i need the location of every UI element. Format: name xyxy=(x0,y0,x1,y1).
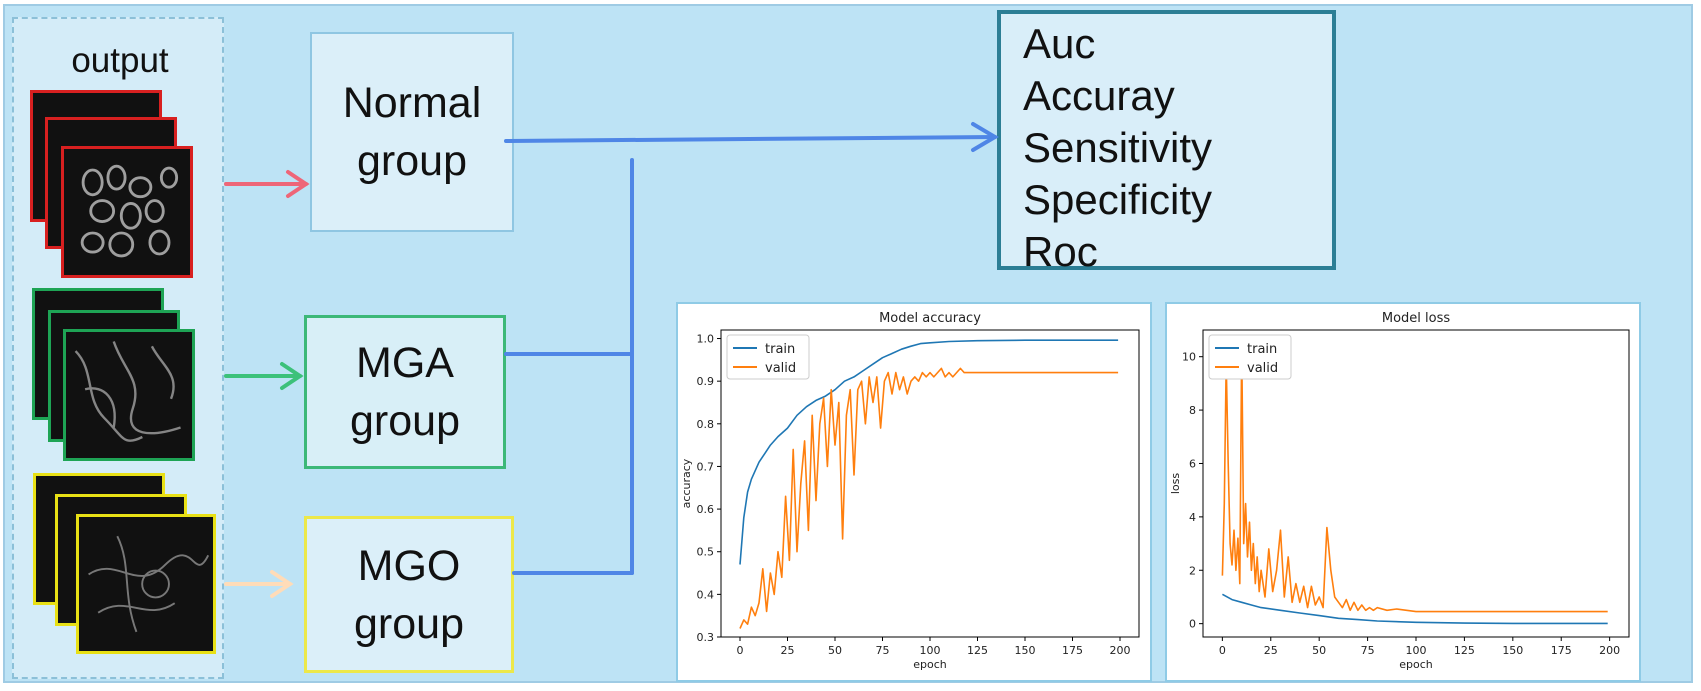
x-tick-label: 150 xyxy=(1502,644,1523,657)
x-tick-label: 25 xyxy=(1264,644,1278,657)
y-tick-label: 6 xyxy=(1189,457,1196,470)
mgo-group-line1: MGO xyxy=(357,541,461,590)
metrics-box: Auc Accuray Sensitivity Specificity Roc xyxy=(997,10,1336,275)
normal-arrow xyxy=(224,170,310,198)
normal-group-box: Normal group xyxy=(310,32,514,232)
output-label: output xyxy=(71,41,169,80)
mga-group-line1: MGA xyxy=(356,339,454,387)
mga-image xyxy=(63,329,195,461)
y-tick-label: 0.5 xyxy=(697,546,715,559)
y-tick-label: 0.6 xyxy=(697,503,715,516)
metric-roc: Roc xyxy=(1023,228,1098,275)
series-line-valid xyxy=(1221,342,1608,613)
x-tick-label: 0 xyxy=(737,644,744,657)
y-tick-label: 0.8 xyxy=(697,418,715,431)
metric-specificity: Specificity xyxy=(1023,176,1213,223)
x-tick-label: 200 xyxy=(1599,644,1620,657)
y-tick-label: 10 xyxy=(1182,351,1196,364)
mgo-image xyxy=(76,514,216,654)
x-tick-label: 125 xyxy=(1454,644,1475,657)
accuracy-chart-panel: Model accuracy 0 25 50 75 100 125 150 175 200 0.3 0… xyxy=(676,302,1152,682)
y-axis-label: accuracy xyxy=(680,458,693,508)
x-tick-label: 50 xyxy=(1312,644,1326,657)
y-tick-label: 8 xyxy=(1189,404,1196,417)
y-tick-label: 0.9 xyxy=(697,375,715,388)
loss-chart: Model loss 0 25 50 75 100 125 150 175 200 0 2 4 6 8 10 e… xyxy=(1169,311,1630,671)
x-tick-label: 75 xyxy=(1361,644,1375,657)
x-axis-label: epoch xyxy=(913,658,947,671)
mgo-group-box: MGO group xyxy=(304,516,514,673)
x-tick-label: 100 xyxy=(920,644,941,657)
y-tick-label: 0 xyxy=(1189,618,1196,631)
mga-arrow xyxy=(224,362,304,390)
x-tick-label: 75 xyxy=(876,644,890,657)
loss-chart-panel: Model loss 0 25 50 75 100 125 150 175 200 0 2 4 6 8 10 e… xyxy=(1165,302,1641,682)
chart-title: Model accuracy xyxy=(879,311,981,326)
legend-label: train xyxy=(1247,342,1277,357)
series-line-valid xyxy=(739,367,1119,629)
y-tick-label: 4 xyxy=(1189,511,1196,524)
x-tick-label: 125 xyxy=(967,644,988,657)
y-tick-label: 2 xyxy=(1189,564,1196,577)
x-tick-label: 0 xyxy=(1219,644,1226,657)
y-axis-label: loss xyxy=(1169,473,1182,495)
x-tick-label: 50 xyxy=(828,644,842,657)
x-tick-label: 150 xyxy=(1015,644,1036,657)
y-tick-label: 0.7 xyxy=(697,460,715,473)
normal-group-line1: Normal xyxy=(342,79,482,127)
connector-lines xyxy=(504,158,634,575)
y-tick-label: 0.3 xyxy=(697,631,715,644)
legend-label: valid xyxy=(765,361,796,376)
x-tick-label: 100 xyxy=(1406,644,1427,657)
metric-sensitivity: Sensitivity xyxy=(1023,124,1213,171)
mga-group-box: MGA group xyxy=(304,315,506,469)
series-line-train xyxy=(739,339,1119,565)
x-axis-label: epoch xyxy=(1399,658,1433,671)
normal-image xyxy=(61,146,193,278)
series-line-train xyxy=(1222,593,1608,625)
mga-group-line2: group xyxy=(350,397,460,445)
x-tick-label: 200 xyxy=(1110,644,1131,657)
metric-accuracy: Accuray xyxy=(1023,72,1175,119)
y-tick-label: 1.0 xyxy=(697,333,715,346)
x-tick-label: 175 xyxy=(1062,644,1083,657)
metric-auc: Auc xyxy=(1023,20,1096,67)
accuracy-chart: Model accuracy 0 25 50 75 100 125 150 175 200 0.3 0… xyxy=(680,311,1140,671)
normal-group-line2: group xyxy=(357,137,467,185)
legend-label: train xyxy=(765,342,795,357)
y-tick-label: 0.4 xyxy=(697,588,715,601)
legend-label: valid xyxy=(1247,361,1278,376)
x-tick-label: 25 xyxy=(781,644,795,657)
metrics-arrow xyxy=(504,122,999,152)
x-tick-label: 175 xyxy=(1551,644,1572,657)
mgo-arrow xyxy=(224,570,294,598)
mgo-group-line2: group xyxy=(354,599,464,648)
chart-title: Model loss xyxy=(1382,311,1451,326)
